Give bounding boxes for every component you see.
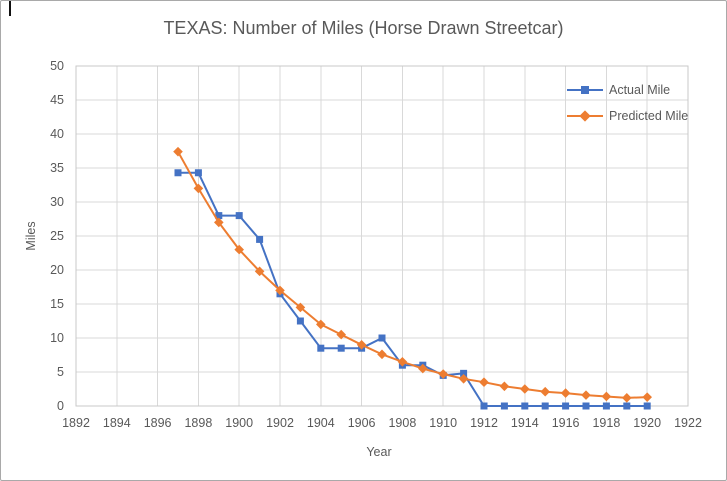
x-tick-label: 1908 (388, 416, 416, 430)
data-point-predicted (336, 329, 346, 340)
data-point-predicted (458, 374, 469, 384)
data-point-actual (174, 169, 182, 177)
y-axis-title: Miles (24, 221, 38, 251)
data-point-actual (215, 212, 223, 220)
x-tick-label: 1896 (144, 416, 172, 430)
data-point-predicted (642, 392, 652, 402)
data-point-predicted (622, 393, 632, 403)
y-tick-label: 0 (57, 399, 64, 413)
y-tick-label: 10 (50, 331, 64, 345)
x-tick-label: 1906 (348, 416, 376, 430)
data-point-predicted (438, 369, 448, 379)
x-axis-title: Year (366, 445, 392, 459)
data-point-predicted (601, 391, 612, 402)
data-point-actual (256, 235, 264, 243)
chart-title: TEXAS: Number of Miles (Horse Drawn Stre… (163, 18, 564, 38)
x-tick-label: 1900 (225, 416, 253, 430)
data-point-predicted (275, 285, 285, 296)
data-point-actual (500, 402, 508, 410)
data-point-actual (541, 402, 549, 410)
series-line-actual (178, 171, 648, 407)
data-point-actual (378, 334, 386, 342)
data-point-predicted (377, 349, 387, 360)
data-point-predicted (581, 390, 591, 400)
data-point-predicted (520, 384, 530, 394)
square-marker-icon (581, 85, 589, 94)
data-point-actual (582, 402, 590, 410)
predicted-series-marker-icon (567, 109, 603, 122)
x-tick-label: 1910 (429, 416, 457, 430)
data-point-predicted (316, 319, 326, 330)
series-line-predicted (177, 151, 648, 399)
data-point-predicted (295, 302, 306, 313)
data-point-predicted (418, 363, 428, 374)
y-tick-label: 15 (50, 297, 64, 311)
data-point-predicted (173, 146, 183, 157)
x-tick-label: 1892 (62, 416, 90, 430)
y-tick-label: 40 (50, 127, 64, 141)
data-point-actual (235, 212, 243, 220)
data-point-predicted (499, 381, 510, 392)
legend: Actual Mile Predicted Mile (567, 78, 688, 127)
legend-item-actual: Actual Mile (567, 78, 688, 101)
y-tick-label: 20 (50, 263, 64, 277)
data-point-actual (296, 317, 304, 325)
data-point-actual (337, 344, 345, 352)
legend-label-actual: Actual Mile (609, 82, 671, 97)
x-tick-label: 1920 (633, 416, 661, 430)
x-tick-label: 1914 (511, 416, 539, 430)
data-point-predicted (254, 266, 265, 277)
y-tick-label: 30 (50, 195, 64, 209)
data-point-actual (460, 369, 468, 377)
y-tick-label: 35 (50, 161, 64, 175)
x-tick-label: 1918 (592, 416, 620, 430)
x-tick-label: 1904 (307, 416, 335, 430)
y-tick-label: 5 (57, 365, 64, 379)
data-point-predicted (193, 183, 204, 194)
data-point-actual (643, 402, 651, 410)
x-tick-label: 1902 (266, 416, 294, 430)
data-point-predicted (540, 386, 550, 397)
data-point-actual (602, 402, 610, 410)
data-point-predicted (397, 357, 408, 367)
data-point-actual (480, 402, 488, 410)
data-point-predicted (479, 377, 489, 387)
data-point-actual (194, 169, 202, 177)
x-tick-label: 1916 (552, 416, 580, 430)
x-tick-label: 1894 (103, 416, 131, 430)
diamond-marker-icon (579, 109, 591, 122)
data-point-predicted (234, 244, 244, 255)
data-point-actual (521, 402, 529, 410)
plot-border (75, 65, 689, 407)
x-tick-label: 1912 (470, 416, 498, 430)
actual-series-marker-icon (567, 84, 603, 96)
data-point-actual (623, 402, 631, 410)
legend-item-predicted: Predicted Mile (567, 104, 688, 127)
x-tick-label: 1898 (184, 416, 212, 430)
data-point-predicted (356, 340, 367, 350)
data-point-actual (317, 344, 325, 352)
y-tick-label: 50 (50, 59, 64, 73)
data-point-predicted (560, 388, 571, 398)
x-tick-label: 1922 (674, 416, 702, 430)
y-tick-label: 45 (50, 93, 64, 107)
text-cursor-artifact (9, 1, 11, 16)
data-point-actual (562, 402, 570, 410)
legend-label-predicted: Predicted Mile (609, 108, 689, 123)
data-point-predicted (214, 217, 224, 228)
y-tick-label: 25 (50, 229, 64, 243)
